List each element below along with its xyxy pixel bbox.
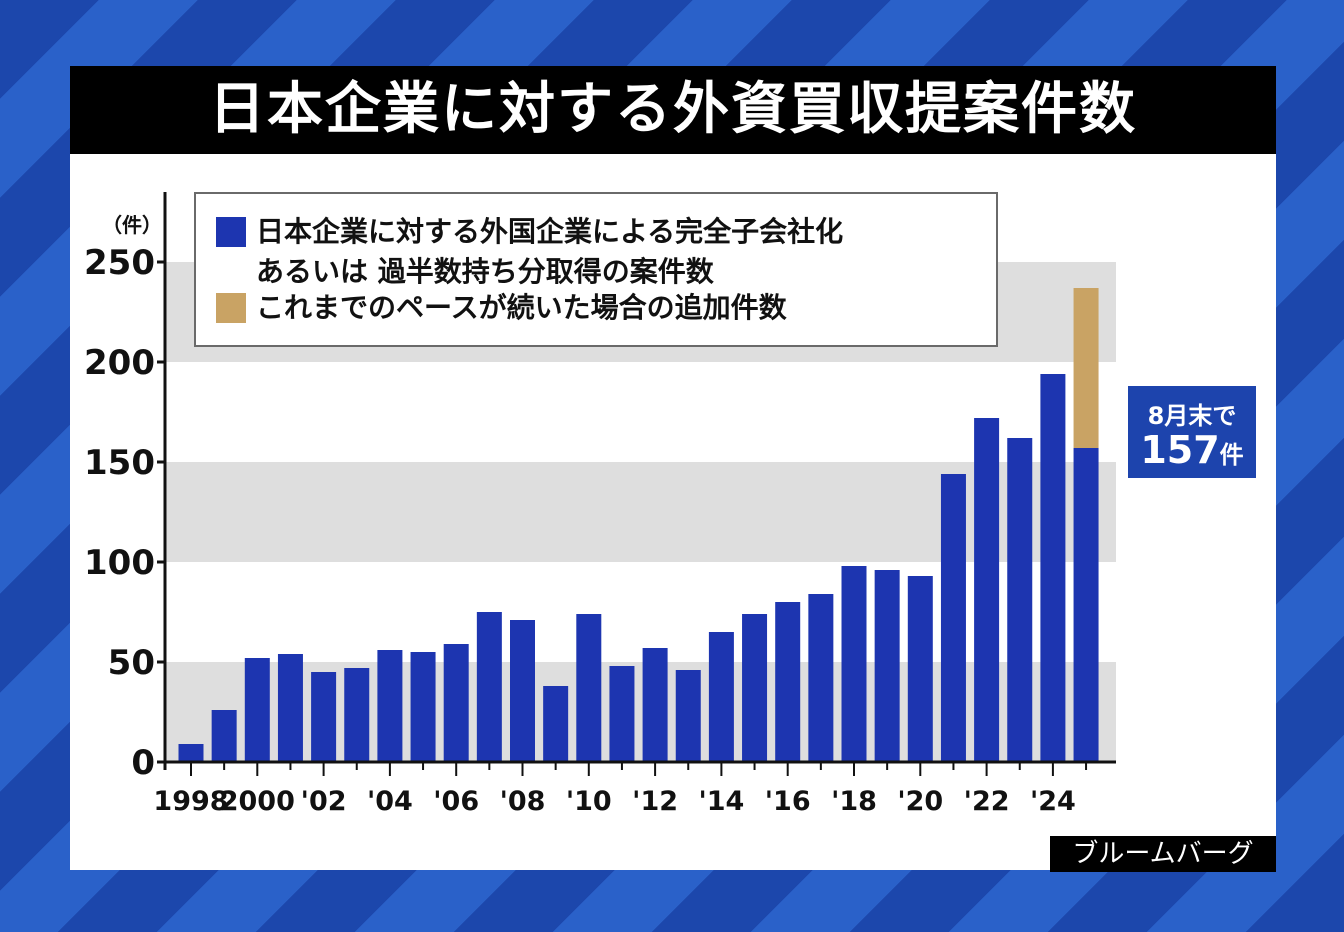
projection-bar-2025 (1073, 288, 1099, 448)
bar-2002 (311, 672, 337, 762)
x-tick-label: '18 (831, 786, 877, 817)
bar-2001 (277, 654, 303, 762)
grid-band (165, 662, 1116, 762)
grid-band (165, 462, 1116, 562)
bar-1999 (211, 710, 237, 762)
chart-panel: 0 50 100 150 200 250 1998 2000'02 '04 '06 '08 '10 '… (70, 154, 1276, 870)
bar-2015 (742, 614, 768, 762)
x-tick-label: '20 (897, 786, 943, 817)
x-tick-label: 2000 (220, 786, 295, 817)
legend-label-line1: 日本企業に対する外国企業による完全子会社化 (256, 215, 844, 248)
bar-2012 (642, 648, 668, 762)
bar-2009 (543, 686, 569, 762)
y-tick-label-50: 50 (108, 643, 155, 683)
callout-number: 157 (1140, 428, 1220, 472)
bar-2016 (775, 602, 801, 762)
bar-2014 (708, 632, 734, 762)
x-tick-label: '10 (566, 786, 612, 817)
chart-title: 日本企業に対する外資買収提案件数 (70, 66, 1276, 154)
x-tick-label: '14 (698, 786, 744, 817)
callout-value: 157件 (1128, 428, 1256, 472)
legend-label-projection: これまでのペースが続いた場合の追加件数 (256, 291, 787, 324)
bar-2019 (874, 570, 900, 762)
callout-unit: 件 (1219, 441, 1244, 469)
bar-2013 (675, 670, 701, 762)
x-tick-label: '24 (1030, 786, 1076, 817)
y-ticks: 0 50 100 150 200 250 (84, 243, 165, 783)
bar-2022 (974, 418, 1000, 762)
bar-2010 (576, 614, 602, 762)
legend: 日本企業に対する外国企業による完全子会社化 あるいは 過半数持ち分取得の案件数 … (194, 192, 998, 347)
legend-swatch-blue (216, 217, 246, 247)
y-tick-label-0: 0 (131, 743, 155, 783)
x-tick-label: '16 (765, 786, 811, 817)
bar-2023 (1007, 438, 1033, 762)
y-axis-unit-label: （件） (102, 213, 162, 237)
bar-2007 (476, 612, 502, 762)
x-tick-label: '02 (301, 786, 347, 817)
x-tick-label: 1998 (153, 786, 228, 817)
axes (157, 192, 1116, 770)
bar-2000 (244, 658, 270, 762)
y-tick-label-100: 100 (84, 543, 155, 583)
x-tick-label: '04 (367, 786, 413, 817)
bar-2020 (907, 576, 933, 762)
bar-2004 (377, 650, 403, 762)
bar-2017 (808, 594, 834, 762)
x-tick-label: '08 (500, 786, 546, 817)
bar-2021 (940, 474, 966, 762)
legend-label-line2: あるいは 過半数持ち分取得の案件数 (256, 255, 714, 288)
bar-2005 (410, 652, 436, 762)
bar-2008 (510, 620, 535, 762)
callout-date-label: 8月末で (1147, 402, 1237, 430)
current-count-callout: 8月末で 157件 (1128, 386, 1256, 478)
bar-2011 (609, 666, 635, 762)
y-tick-label-250: 250 (84, 243, 155, 283)
bar-1998 (178, 744, 204, 762)
bar-2006 (443, 644, 469, 762)
bar-2024 (1040, 374, 1066, 762)
bars (178, 288, 1099, 762)
y-tick-label-150: 150 (84, 443, 155, 483)
legend-swatch-gold (216, 293, 246, 323)
x-tick-label: '22 (964, 786, 1010, 817)
x-tick-label: '12 (632, 786, 678, 817)
bar-2003 (344, 668, 370, 762)
bar-2018 (841, 566, 867, 762)
y-tick-label-200: 200 (84, 343, 155, 383)
x-tick-label: '06 (433, 786, 479, 817)
source-credit: ブルームバーグ (1050, 836, 1276, 872)
bar-2025 (1073, 448, 1099, 762)
